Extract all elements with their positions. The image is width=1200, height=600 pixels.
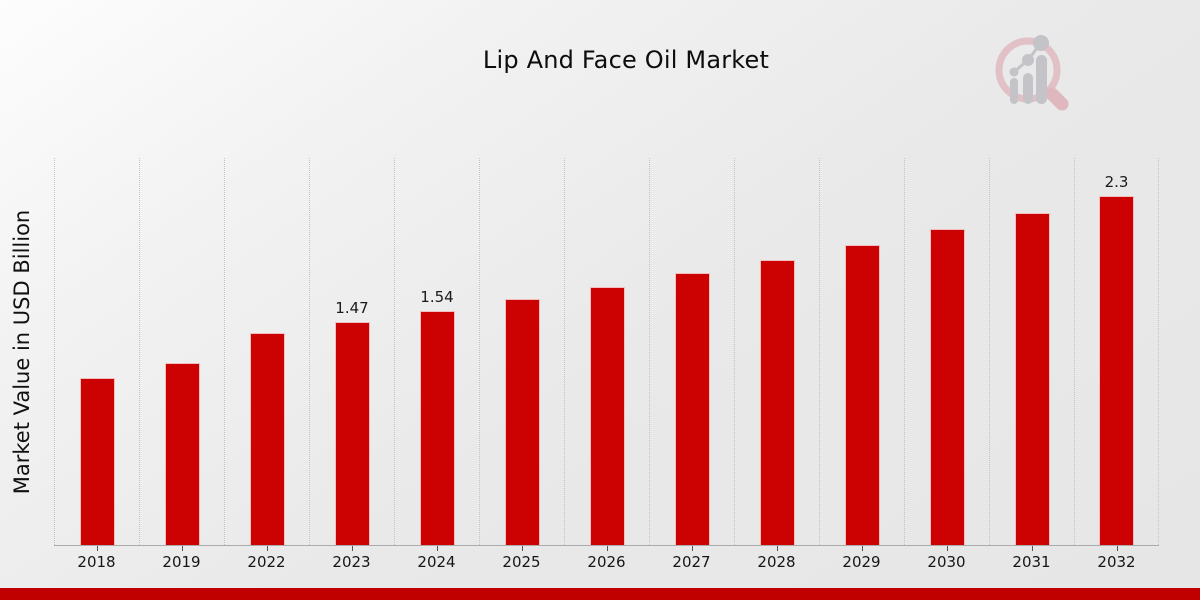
category-slot-2018 [54,158,139,551]
category-slot-2019 [139,158,224,551]
bar-value-label-2023: 1.47 [335,299,369,317]
bar-2028 [759,260,795,545]
x-axis-label-2029: 2029 [842,553,881,571]
category-slot-2025 [479,158,564,551]
x-axis-label-2023: 2023 [332,553,371,571]
category-slot-2031 [989,158,1074,551]
x-axis-label-2027: 2027 [672,553,711,571]
x-axis-label-2025: 2025 [502,553,541,571]
x-axis-tick [862,546,863,551]
bar-2023 [334,322,370,545]
bar-2029 [844,245,880,545]
x-axis-label-2018: 2018 [77,553,116,571]
category-slot-2028 [734,158,819,551]
bar-2031 [1014,213,1050,545]
category-slot-2024: 1.54 [394,158,479,551]
bar-2026 [589,287,625,545]
bar-2027 [674,273,710,545]
bar-2032 [1099,196,1134,545]
plot-area: 1.47 1.54 2.3 [54,158,1159,551]
bar-2030 [929,229,965,545]
x-axis-label-2031: 2031 [1012,553,1051,571]
x-axis-label-2019: 2019 [162,553,201,571]
category-slot-2023: 1.47 [309,158,394,551]
bar-2019 [164,363,200,545]
x-axis-tick [1116,546,1118,551]
x-axis-label-2022: 2022 [247,553,286,571]
y-axis-title: Market Value in USD Billion [10,209,35,494]
growth-bars-icon [1009,35,1049,104]
x-axis-tick [97,546,98,551]
y-axis-title-wrap: Market Value in USD Billion [0,158,44,545]
x-axis-label-2028: 2028 [757,553,796,571]
bar-value-label-2032: 2.3 [1104,173,1129,191]
x-axis-tick [522,546,523,551]
bar-2025 [504,299,540,545]
bar-2022 [249,333,285,545]
x-axis-label-2026: 2026 [587,553,626,571]
bar-2018 [79,378,115,545]
x-axis-tick [1032,546,1033,551]
x-axis-labels: 2018 2019 2022 2023 2024 2025 2026 2027 2028 2029… [54,553,1159,571]
category-slot-2030 [904,158,989,551]
x-axis-tick [182,546,183,551]
category-slot-2027 [649,158,734,551]
x-axis-label-2030: 2030 [927,553,966,571]
x-axis-tick [692,546,693,551]
category-slot-2026 [564,158,649,551]
x-axis-label-2032: 2032 [1097,553,1136,571]
chart-title: Lip And Face Oil Market [482,46,770,74]
category-slot-2029 [819,158,904,551]
x-axis-tick [947,546,948,551]
category-slot-2032: 2.3 [1074,158,1159,551]
category-slot-2022 [224,158,309,551]
bar-value-label-2024: 1.54 [420,288,454,306]
x-axis-tick [267,546,268,551]
footer-accent-bar [0,588,1200,600]
x-axis-tick [437,546,438,551]
brand-watermark-logo [995,35,1069,111]
x-axis-tick [777,546,778,551]
x-axis-label-2024: 2024 [417,553,456,571]
x-axis-tick [607,546,608,551]
x-axis-tick [352,546,353,551]
bar-2024 [419,311,455,545]
